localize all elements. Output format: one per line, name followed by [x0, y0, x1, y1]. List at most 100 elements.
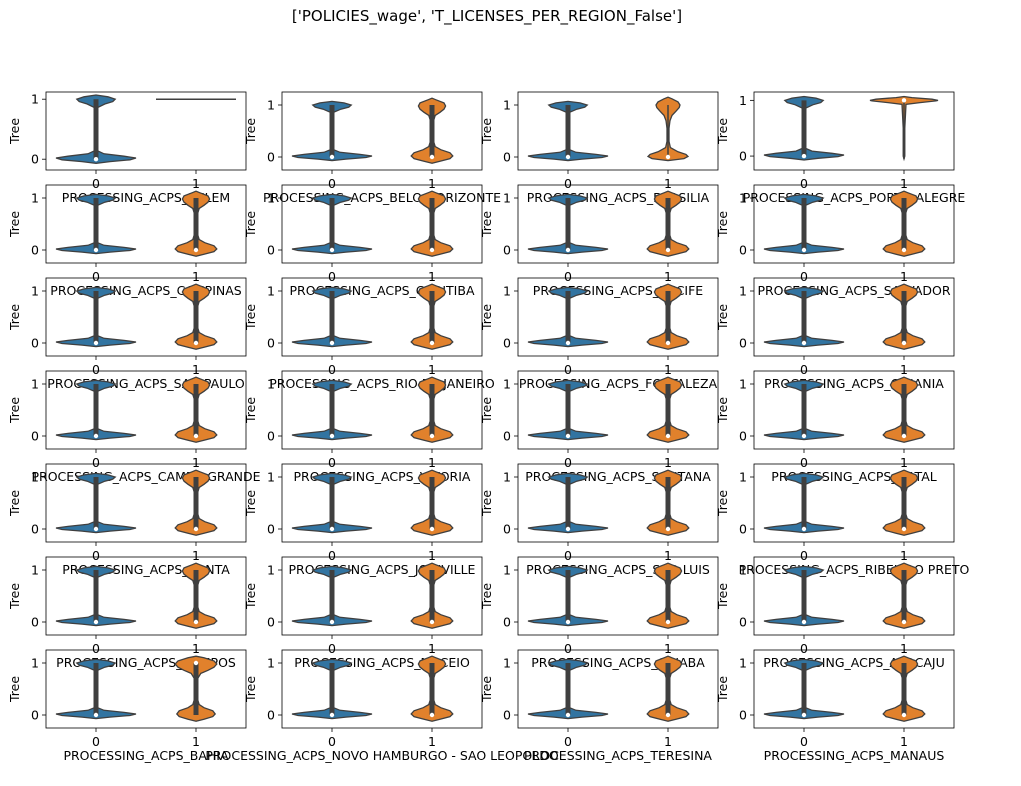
y-tick-label: 1: [31, 377, 39, 392]
x-tick-label: 0: [328, 641, 336, 656]
y-axis-label: Tree: [243, 676, 258, 703]
y-tick-label: 1: [31, 563, 39, 578]
y-tick-label: 1: [503, 98, 511, 113]
subplot-28: 0 1 0 1 Tree PROCESSING_ACPS_MANAUS: [715, 649, 955, 763]
box-class-0: [93, 291, 99, 343]
y-tick-label: 1: [31, 470, 39, 485]
x-axis-label: PROCESSING_ACPS_PORTO ALEGRE: [743, 190, 966, 205]
x-tick-label: 0: [564, 269, 572, 284]
box-class-0: [565, 105, 571, 157]
subplot-27: 0 1 0 1 Tree PROCESSING_ACPS_TERESINA: [479, 649, 719, 763]
x-tick-label: 1: [664, 269, 672, 284]
y-tick-label: 1: [267, 191, 275, 206]
box-class-0: [93, 477, 99, 529]
box-class-0: [93, 198, 99, 250]
x-tick-label: 0: [564, 734, 572, 749]
y-axis-label: Tree: [243, 490, 258, 517]
y-tick-label: 0: [267, 615, 275, 630]
y-tick-label: 0: [267, 708, 275, 723]
x-tick-label: 0: [92, 548, 100, 563]
y-axis-label: Tree: [7, 118, 22, 145]
x-tick-label: 0: [328, 455, 336, 470]
box-class-0: [565, 198, 571, 250]
x-tick-label: 1: [192, 362, 200, 377]
x-tick-label: 1: [900, 641, 908, 656]
y-axis-label: Tree: [715, 211, 730, 238]
x-tick-label: 1: [664, 641, 672, 656]
median-class-1: [429, 619, 435, 625]
box-class-1: [901, 291, 907, 343]
box-class-0: [801, 198, 807, 250]
box-class-1: [901, 384, 907, 436]
y-tick-label: 0: [267, 150, 275, 165]
x-tick-label: 1: [664, 362, 672, 377]
axes-frame: [45, 370, 247, 450]
median-class-0: [329, 712, 335, 718]
x-tick-label: 0: [92, 269, 100, 284]
x-tick-label: 1: [900, 734, 908, 749]
axes-frame: [753, 91, 955, 171]
box-class-0: [329, 384, 335, 436]
axes-frame: [45, 91, 247, 171]
box-class-0: [93, 570, 99, 622]
x-axis-label: PROCESSING_ACPS_BELO HORIZONTE: [263, 190, 501, 205]
y-tick-label: 1: [267, 98, 275, 113]
y-tick-label: 1: [739, 563, 747, 578]
box-class-0: [329, 477, 335, 529]
x-tick-label: 1: [192, 548, 200, 563]
median-class-0: [329, 154, 335, 160]
box-class-1: [901, 477, 907, 529]
box-class-1: [901, 570, 907, 622]
x-tick-label: 0: [564, 548, 572, 563]
axes-frame: [45, 463, 247, 543]
median-class-1: [665, 247, 671, 253]
box-class-0: [329, 291, 335, 343]
y-tick-label: 0: [503, 150, 511, 165]
y-tick-label: 0: [267, 429, 275, 444]
y-tick-label: 0: [31, 429, 39, 444]
x-tick-label: 0: [92, 641, 100, 656]
median-class-0: [801, 247, 807, 253]
box-class-1: [193, 663, 199, 715]
y-tick-label: 0: [267, 243, 275, 258]
median-class-1: [429, 247, 435, 253]
x-tick-label: 0: [328, 548, 336, 563]
y-axis-label: Tree: [243, 211, 258, 238]
y-tick-label: 1: [503, 191, 511, 206]
median-class-0: [329, 340, 335, 346]
y-tick-label: 1: [739, 93, 747, 108]
y-tick-label: 1: [267, 656, 275, 671]
box-class-1: [665, 384, 671, 436]
y-tick-label: 0: [31, 243, 39, 258]
y-axis-label: Tree: [479, 304, 494, 331]
y-tick-label: 1: [267, 284, 275, 299]
median-class-0: [93, 433, 99, 439]
x-tick-label: 0: [328, 734, 336, 749]
axes-frame: [281, 649, 483, 729]
y-axis-label: Tree: [715, 118, 730, 145]
y-tick-label: 0: [31, 152, 39, 167]
axes-frame: [517, 91, 719, 171]
median-class-0: [801, 619, 807, 625]
x-tick-label: 0: [328, 362, 336, 377]
y-axis-label: Tree: [7, 397, 22, 424]
y-tick-label: 1: [503, 563, 511, 578]
median-class-1: [665, 526, 671, 532]
box-class-1: [193, 291, 199, 343]
y-axis-label: Tree: [479, 397, 494, 424]
median-class-1: [665, 712, 671, 718]
x-tick-label: 0: [564, 176, 572, 191]
box-class-1: [901, 663, 907, 715]
x-axis-label: PROCESSING_ACPS_CAMPO GRANDE: [31, 469, 260, 484]
x-axis-label: PROCESSING_ACPS_RIO DE JANEIRO: [269, 376, 495, 391]
y-tick-label: 1: [739, 470, 747, 485]
box-class-0: [801, 663, 807, 715]
y-axis-label: Tree: [479, 583, 494, 610]
axes-frame: [753, 277, 955, 357]
y-tick-label: 1: [503, 656, 511, 671]
x-axis-label: PROCESSING_ACPS_TERESINA: [524, 748, 712, 763]
y-tick-label: 0: [503, 429, 511, 444]
